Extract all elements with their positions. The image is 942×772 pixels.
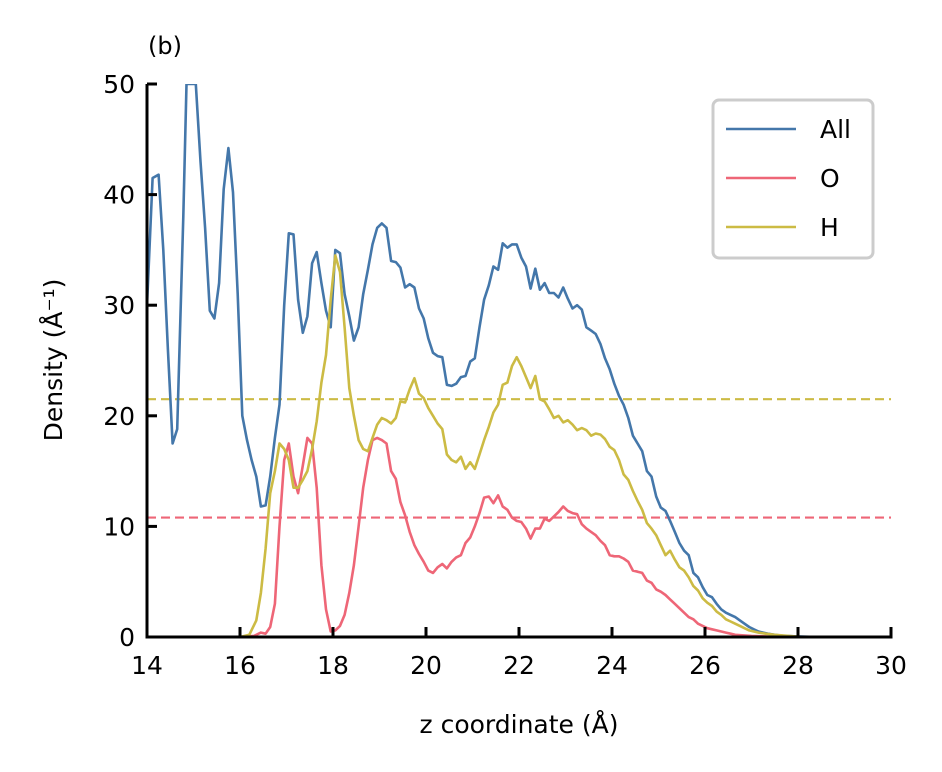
x-tick-label: 22 [503,651,535,680]
x-axis-label: z coordinate (Å) [420,710,619,739]
y-tick-label: 50 [103,70,135,99]
y-tick-label: 40 [103,181,135,210]
series-line-all [147,84,817,637]
y-tick-label: 10 [103,512,135,541]
y-tick-label: 0 [119,623,135,652]
x-axis-ticks: 14 16 18 20 22 24 26 28 30 [131,627,907,680]
y-axis-label: Density (Å⁻¹) [39,279,68,442]
panel-label: (b) [148,32,182,60]
legend: All OH [711,98,875,260]
series-line-h [239,254,803,637]
legend-label-h: H [820,213,839,242]
x-tick-label: 26 [689,651,721,680]
y-axis-ticks: 0 10 20 30 40 50 [103,70,157,652]
x-tick-label: 24 [596,651,628,680]
reference-lines [147,398,891,519]
x-tick-label: 16 [224,651,256,680]
legend-label-o: O [820,164,840,193]
series-layer [147,84,817,637]
series-line-o [237,436,780,637]
x-tick-label: 20 [410,651,442,680]
y-tick-label: 20 [103,402,135,431]
x-tick-label: 30 [875,651,907,680]
x-tick-label: 28 [782,651,814,680]
x-tick-label: 18 [317,651,349,680]
y-tick-label: 30 [103,291,135,320]
legend-label-all: All [820,115,851,144]
x-tick-label: 14 [131,651,163,680]
